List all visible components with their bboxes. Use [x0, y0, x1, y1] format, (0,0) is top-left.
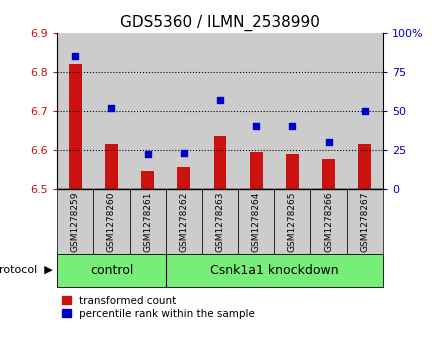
Bar: [202, 189, 238, 254]
Bar: [202, 33, 238, 189]
Bar: [238, 33, 274, 189]
Bar: [347, 189, 383, 254]
Point: [361, 108, 368, 114]
Point: [72, 53, 79, 59]
Bar: [250, 152, 263, 189]
Bar: [129, 189, 166, 254]
Bar: [238, 189, 274, 254]
Point: [289, 123, 296, 129]
Text: GSM1278264: GSM1278264: [252, 191, 260, 252]
Bar: [166, 33, 202, 189]
Text: GSM1278260: GSM1278260: [107, 191, 116, 252]
Text: GSM1278261: GSM1278261: [143, 191, 152, 252]
Bar: [69, 64, 82, 189]
Bar: [93, 33, 129, 189]
Bar: [274, 189, 311, 254]
Bar: [274, 33, 311, 189]
Text: GSM1278267: GSM1278267: [360, 191, 369, 252]
Bar: [129, 33, 166, 189]
Title: GDS5360 / ILMN_2538990: GDS5360 / ILMN_2538990: [120, 15, 320, 31]
Text: GSM1278265: GSM1278265: [288, 191, 297, 252]
Point: [325, 139, 332, 145]
Bar: [286, 154, 299, 189]
Bar: [311, 189, 347, 254]
Text: control: control: [90, 264, 133, 277]
Text: GSM1278266: GSM1278266: [324, 191, 333, 252]
Text: GSM1278263: GSM1278263: [216, 191, 224, 252]
Text: protocol  ▶: protocol ▶: [0, 265, 53, 276]
Point: [144, 151, 151, 157]
Bar: [57, 189, 93, 254]
Point: [216, 97, 224, 103]
Bar: [57, 33, 93, 189]
Point: [180, 150, 187, 156]
Bar: [141, 171, 154, 189]
Bar: [359, 144, 371, 189]
Bar: [311, 33, 347, 189]
Legend: transformed count, percentile rank within the sample: transformed count, percentile rank withi…: [62, 295, 255, 319]
Bar: [214, 136, 226, 189]
Point: [108, 105, 115, 110]
Bar: [93, 189, 129, 254]
Bar: [322, 159, 335, 189]
Bar: [105, 144, 118, 189]
Bar: [177, 167, 190, 189]
Bar: [347, 33, 383, 189]
Bar: [166, 189, 202, 254]
Text: GSM1278262: GSM1278262: [180, 191, 188, 252]
Text: Csnk1a1 knockdown: Csnk1a1 knockdown: [210, 264, 338, 277]
Point: [253, 123, 260, 129]
Text: GSM1278259: GSM1278259: [71, 191, 80, 252]
